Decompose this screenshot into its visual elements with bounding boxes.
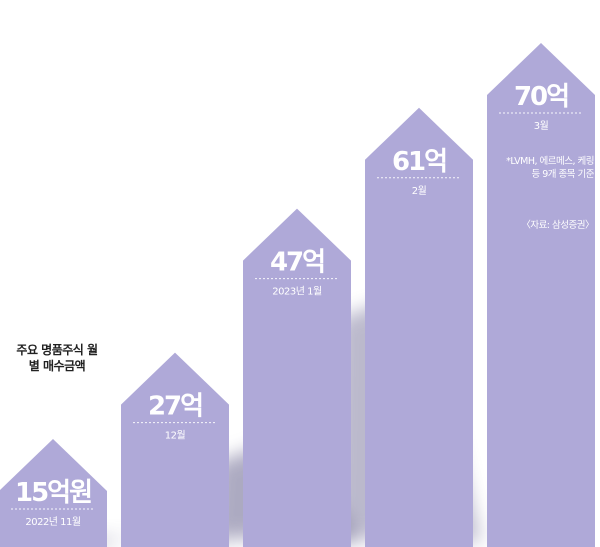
bar (243, 208, 351, 547)
bar-value-label: 15억원 (15, 478, 91, 508)
bar-value-label: 70억 (514, 82, 568, 112)
bar (121, 352, 229, 547)
bar (0, 439, 107, 547)
bar-value-label: 61억 (392, 147, 446, 177)
category-label: 2022년 11월 (25, 516, 81, 528)
bar-group: 27억 12월 (121, 352, 229, 547)
bars: 15억원 2022년 11월 27억 12월 47억 2023년 1월 61억 2월 70억 3월 (0, 43, 595, 547)
category-label: 12월 (165, 430, 186, 442)
bar-group: 70억 3월 (487, 43, 595, 547)
category-label: 2월 (412, 185, 427, 197)
bar-group: 47억 2023년 1월 (243, 208, 351, 547)
bar (487, 43, 595, 547)
category-label: 2023년 1월 (272, 286, 322, 298)
source-note: 〈자료: 삼성증권〉 (521, 220, 594, 231)
bar-group: 61억 2월 (365, 107, 473, 547)
footnote: *LVMH, 에르메스, 케링 등 9개 종목 기준 (506, 156, 594, 180)
bar (365, 107, 473, 547)
category-label: 3월 (534, 120, 549, 132)
bar-value-label: 47억 (270, 248, 324, 278)
bar-group: 15억원 2022년 11월 (0, 439, 107, 547)
bar-value-label: 27억 (148, 392, 202, 422)
chart-title: 주요 명품주식 월별 매수금액 (16, 343, 98, 373)
